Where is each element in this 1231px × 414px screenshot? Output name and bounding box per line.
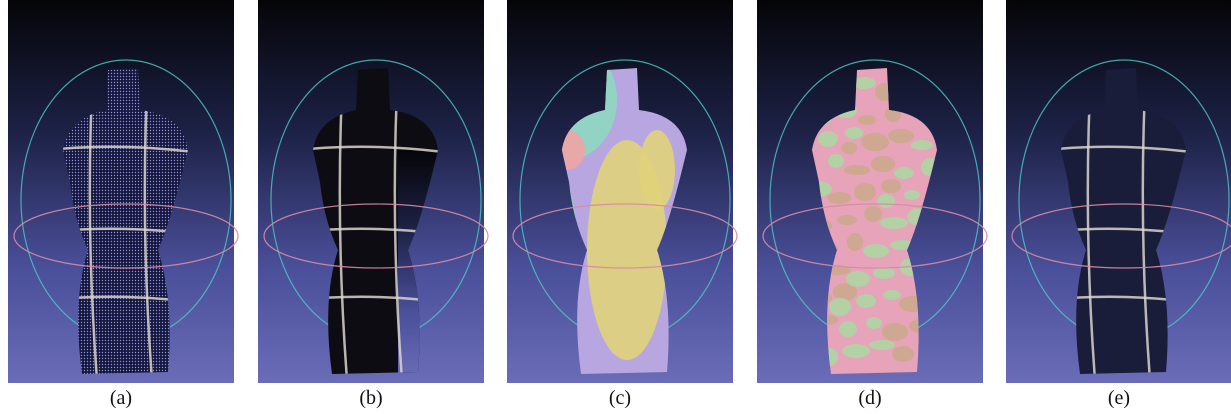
panel: (b) xyxy=(258,0,488,409)
segment-patch xyxy=(871,156,895,172)
segment-patch xyxy=(904,190,920,200)
segment-patch xyxy=(847,233,863,251)
segment-patch xyxy=(894,167,914,179)
figure: (a) (b) (c) (d) (e) xyxy=(0,0,1231,414)
segment-patch xyxy=(888,129,914,143)
segment-patch xyxy=(881,179,901,193)
segment-patch xyxy=(861,133,889,151)
segment-patch xyxy=(827,192,851,204)
segment-patch xyxy=(873,267,895,279)
segment-patch xyxy=(864,206,882,222)
segment-patch xyxy=(839,321,857,337)
panel: (c) xyxy=(507,0,737,409)
segment-patch xyxy=(869,340,895,350)
panel-caption: (c) xyxy=(609,387,631,409)
segment-patch xyxy=(842,344,870,358)
segment-patch xyxy=(856,294,876,308)
panel-caption: (e) xyxy=(1108,387,1130,409)
segment-patch xyxy=(854,183,876,201)
segment-patch xyxy=(844,165,870,175)
segment-patch xyxy=(882,323,908,341)
segment-patch xyxy=(846,271,870,287)
segment-patch xyxy=(866,317,882,329)
segment-patch xyxy=(828,154,844,168)
panel: (e) xyxy=(1006,0,1231,409)
segment-patch xyxy=(892,346,914,362)
panel: (a) xyxy=(8,0,238,409)
segment-patch xyxy=(845,127,863,139)
page: {"panels": [{"label": "(a)"}, {"label": … xyxy=(0,0,1231,414)
segment-patch xyxy=(883,290,901,300)
segment-patch xyxy=(880,217,908,229)
panel-caption: (a) xyxy=(110,387,132,409)
segment-patch xyxy=(841,142,857,154)
panel: (d) xyxy=(757,0,987,409)
segment-patch xyxy=(639,130,675,210)
segment-patch xyxy=(858,115,876,125)
segment-patch xyxy=(877,194,895,208)
segment-patch xyxy=(837,215,857,225)
segment-patch xyxy=(863,244,889,258)
segment-patch xyxy=(829,298,851,316)
panel-caption: (d) xyxy=(858,387,881,409)
panel-caption: (b) xyxy=(359,387,382,409)
segment-patch xyxy=(911,140,933,150)
segment-patch xyxy=(818,131,838,147)
